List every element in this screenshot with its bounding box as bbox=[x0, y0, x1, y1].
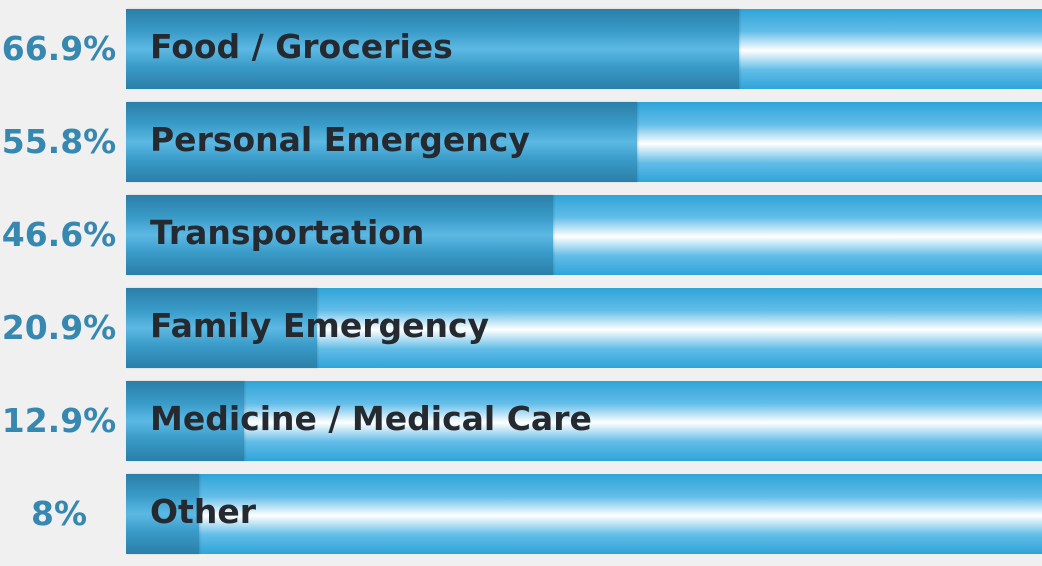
value-label: 8% bbox=[30, 494, 88, 533]
value-label: 20.9% bbox=[1, 308, 117, 347]
value-label: 66.9% bbox=[1, 29, 117, 68]
bar-row: 20.9% Family Emergency bbox=[0, 288, 1042, 368]
bar bbox=[126, 9, 739, 89]
category-label: Other bbox=[150, 492, 256, 531]
value-label: 46.6% bbox=[1, 215, 117, 254]
bar bbox=[126, 102, 637, 182]
category-label: Personal Emergency bbox=[150, 120, 530, 159]
bar-row: 46.6% Transportation bbox=[0, 195, 1042, 275]
bar-track bbox=[126, 195, 1042, 275]
bar bbox=[126, 381, 244, 461]
bar bbox=[126, 195, 553, 275]
bar-row: 55.8% Personal Emergency bbox=[0, 102, 1042, 182]
bar-row: 66.9% Food / Groceries bbox=[0, 9, 1042, 89]
category-label: Food / Groceries bbox=[150, 27, 453, 66]
bar-row: 12.9% Medicine / Medical Care bbox=[0, 381, 1042, 461]
bar bbox=[126, 474, 199, 554]
bar-track bbox=[126, 381, 1042, 461]
bar-track bbox=[126, 288, 1042, 368]
bar bbox=[126, 288, 317, 368]
bar-track bbox=[126, 102, 1042, 182]
bar-track bbox=[126, 474, 1042, 554]
value-label: 55.8% bbox=[1, 122, 117, 161]
category-label: Transportation bbox=[150, 213, 425, 252]
value-label: 12.9% bbox=[1, 401, 117, 440]
bar-track bbox=[126, 9, 1042, 89]
category-label: Medicine / Medical Care bbox=[150, 399, 592, 438]
bar-row: 8% Other bbox=[0, 474, 1042, 554]
category-label: Family Emergency bbox=[150, 306, 490, 345]
